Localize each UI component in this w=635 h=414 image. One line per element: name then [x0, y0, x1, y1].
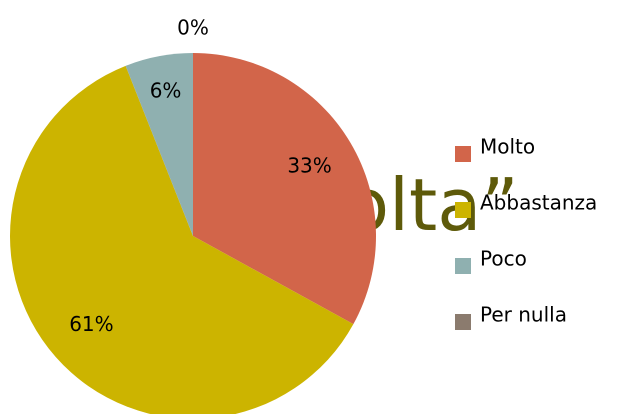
data-label: 0% [177, 16, 209, 40]
data-label: 33% [287, 154, 331, 178]
data-label: 6% [150, 79, 182, 103]
pie-slice [125, 53, 193, 236]
legend-swatch [455, 258, 471, 274]
data-label: 61% [69, 312, 113, 336]
legend-swatch [455, 146, 471, 162]
legend-label: Molto [480, 135, 535, 159]
pie-slice [193, 53, 376, 325]
legend-label: Per nulla [480, 303, 567, 327]
legend-label: Abbastanza [480, 191, 597, 215]
legend-label: Poco [480, 247, 527, 271]
legend-swatch [455, 202, 471, 218]
pie-slice [10, 65, 354, 414]
legend-swatch [455, 314, 471, 330]
